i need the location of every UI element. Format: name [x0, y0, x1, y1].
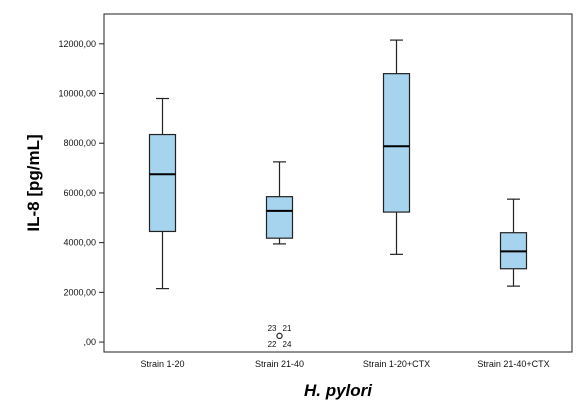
box-group	[148, 97, 177, 290]
y-tick-label: ,00	[83, 337, 96, 347]
x-category-label: Strain 1-20	[140, 359, 184, 369]
x-axis-title: H. pylori	[304, 381, 373, 400]
plot-area	[103, 13, 573, 353]
iqr-box	[265, 196, 294, 239]
outlier-case-label: 24	[283, 340, 292, 349]
y-tick-label: 6000,00	[63, 188, 96, 198]
x-axis-tick-labels: Strain 1-20 Strain 21-40 Strain 1-20+CTX St…	[140, 359, 549, 369]
box-series: 23 21 22 24	[148, 39, 528, 349]
y-tick-label: 12000,00	[58, 39, 96, 49]
iqr-box	[148, 133, 177, 233]
box-group: 23 21 22 24	[265, 161, 294, 349]
x-category-label: Strain 1-20+CTX	[363, 359, 430, 369]
outlier-case-label: 21	[283, 324, 292, 333]
outlier-point	[276, 332, 283, 340]
y-tick-label: 10000,00	[58, 89, 96, 99]
x-category-label: Strain 21-40	[255, 359, 304, 369]
y-tick-label: 4000,00	[63, 238, 96, 248]
outlier-case-label: 22	[268, 340, 277, 349]
iqr-box	[382, 73, 411, 213]
box-group	[382, 39, 411, 255]
y-axis-title: IL-8 [pg/mL]	[24, 134, 43, 231]
y-tick-label: 8000,00	[63, 138, 96, 148]
y-tick-label: 2000,00	[63, 287, 96, 297]
x-category-label: Strain 21-40+CTX	[477, 359, 549, 369]
y-axis-ticks: ,00 2000,00 4000,00 6000,00 8000,00 10000,00 1…	[58, 39, 104, 347]
outlier-case-label: 23	[268, 324, 277, 333]
box-group	[499, 198, 528, 287]
